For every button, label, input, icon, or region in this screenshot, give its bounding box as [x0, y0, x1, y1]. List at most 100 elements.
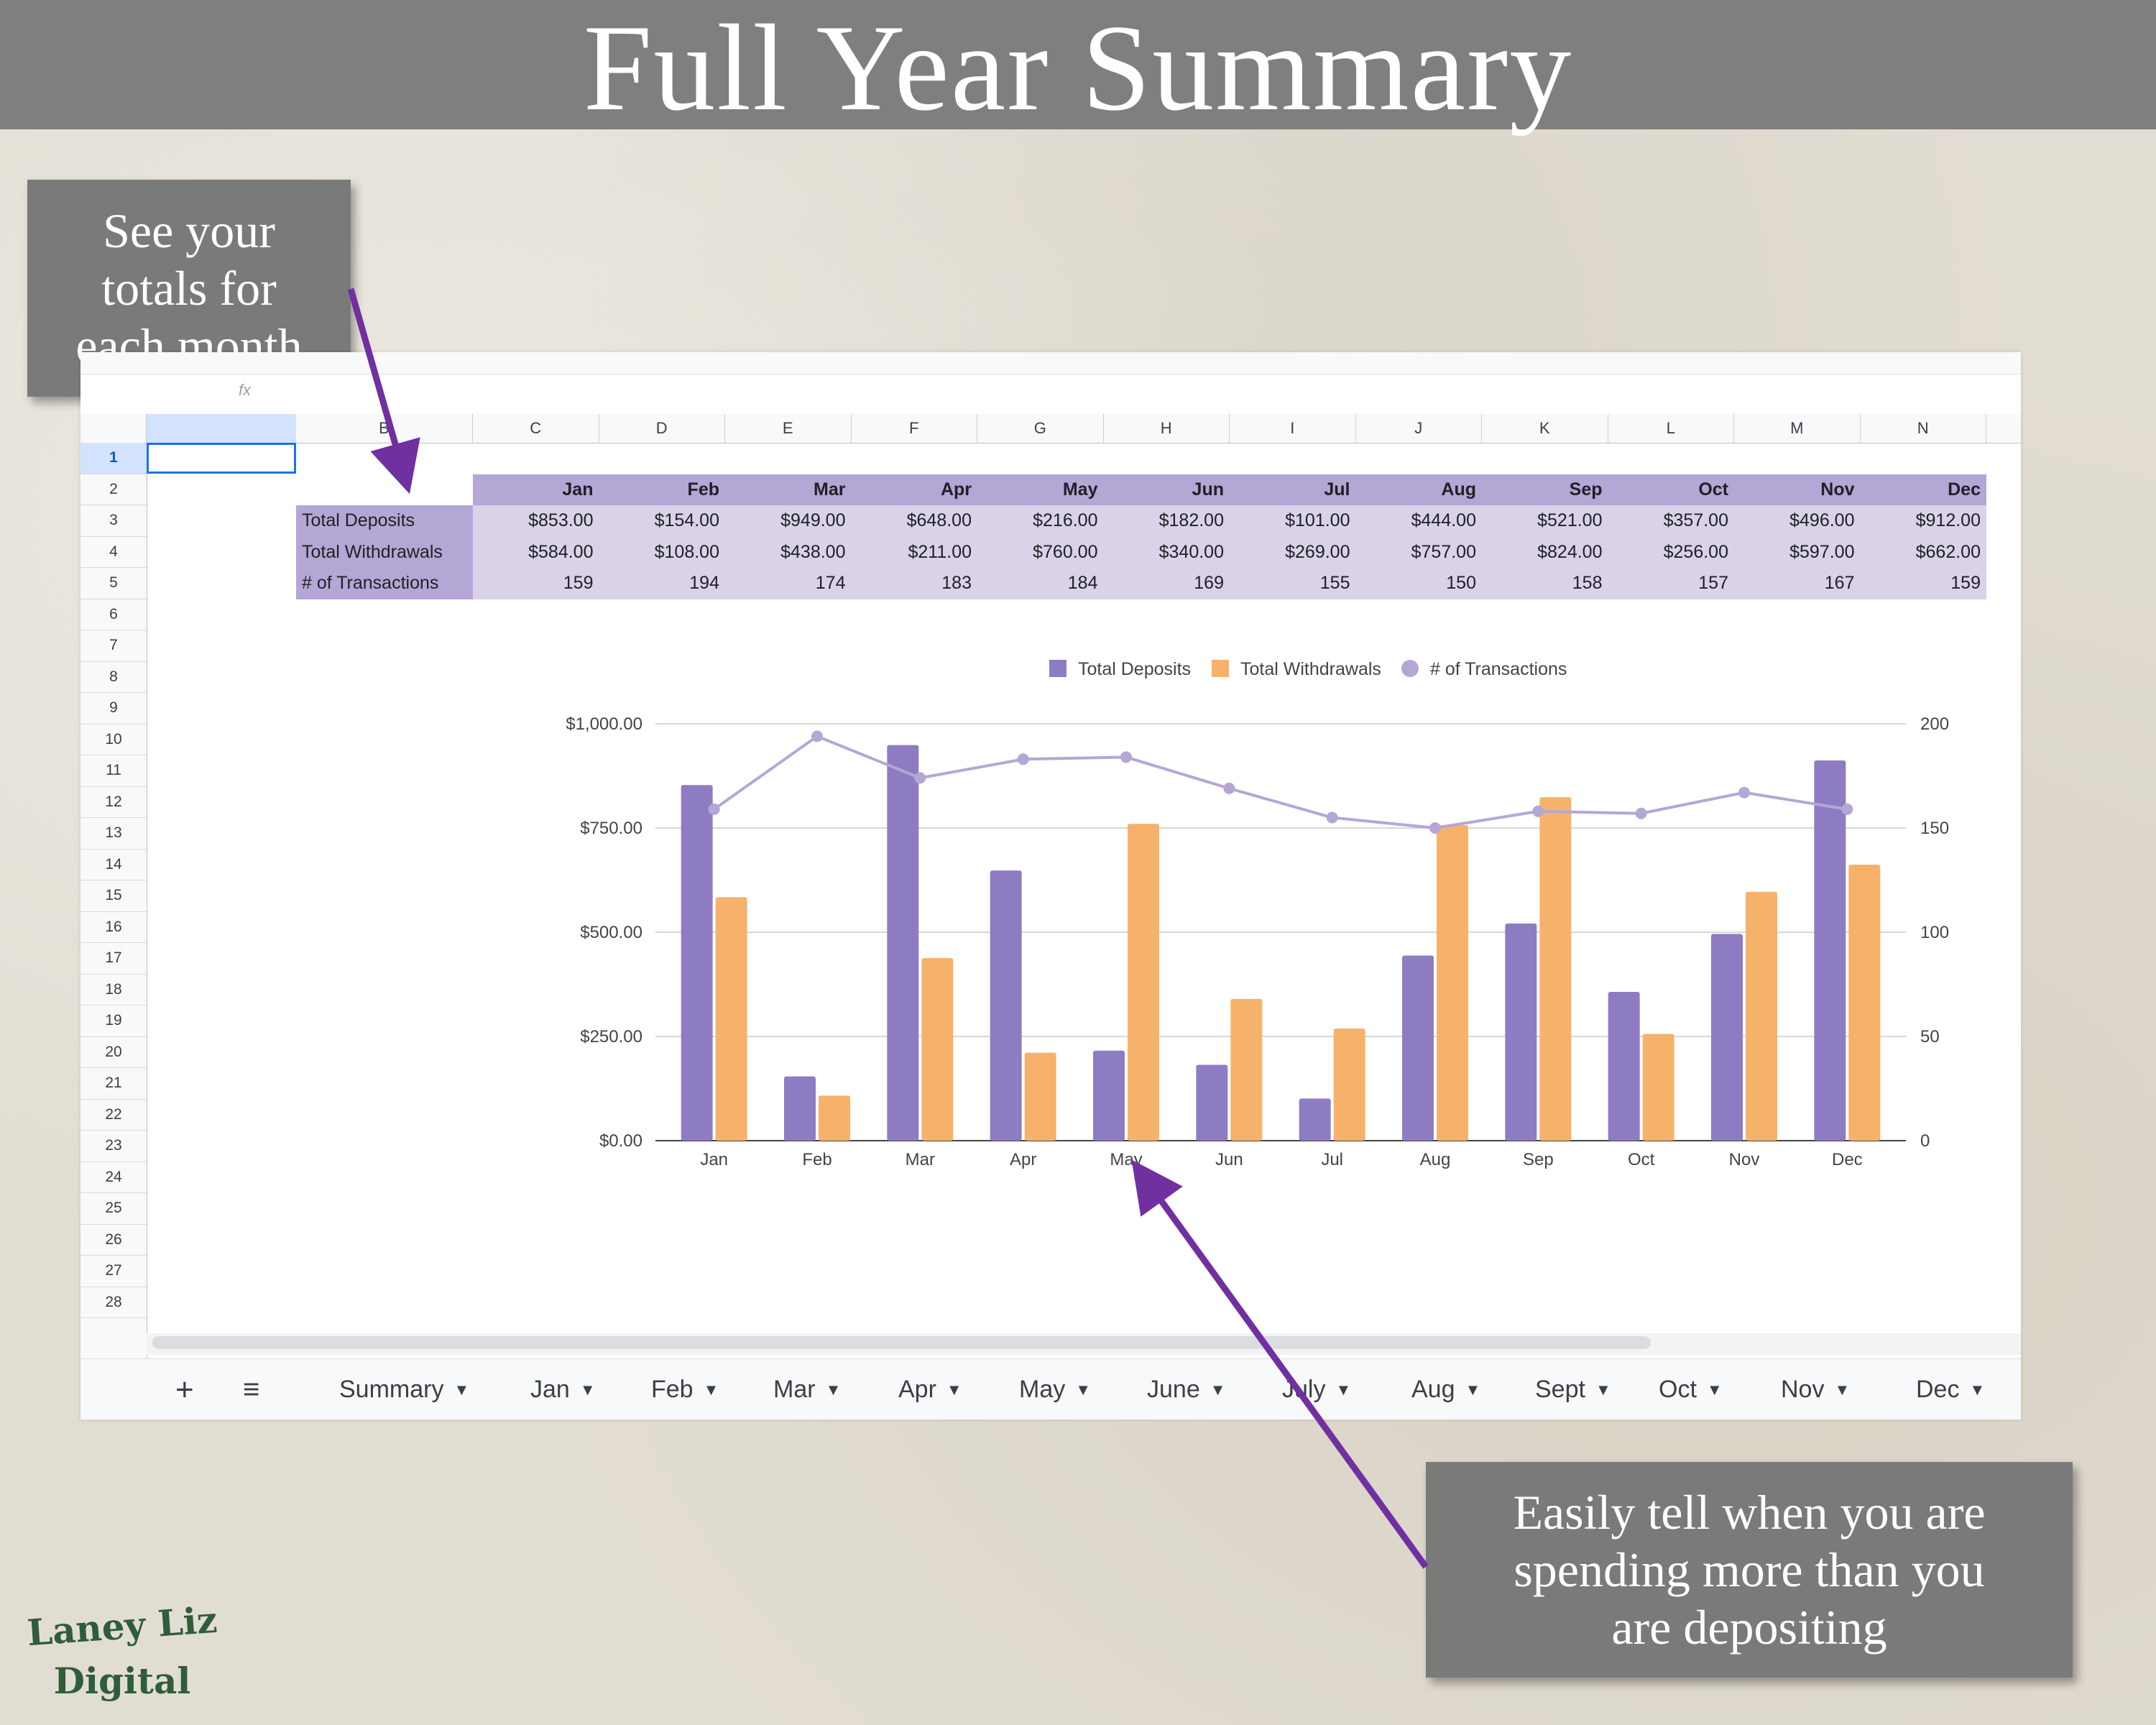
column-header-d[interactable]: D — [599, 414, 725, 443]
caret-down-icon[interactable]: ▼ — [703, 1380, 719, 1399]
row-header-23[interactable]: 23 — [80, 1131, 147, 1162]
table-cell[interactable]: $757.00 — [1355, 536, 1482, 568]
row-header-12[interactable]: 12 — [80, 787, 147, 818]
column-header-h[interactable]: H — [1104, 414, 1230, 443]
table-cell[interactable]: 184 — [977, 568, 1104, 599]
caret-down-icon[interactable]: ▼ — [453, 1380, 470, 1399]
caret-down-icon[interactable]: ▼ — [1969, 1380, 1986, 1399]
hamburger-icon[interactable]: ≡ — [243, 1374, 260, 1405]
column-header-g[interactable]: G — [977, 414, 1104, 443]
caret-down-icon[interactable]: ▼ — [1335, 1380, 1352, 1399]
table-cell[interactable]: $949.00 — [725, 505, 852, 537]
table-row-label[interactable]: # of Transactions — [296, 568, 473, 599]
sheet-tab-aug[interactable]: Aug ▼ — [1411, 1359, 1480, 1420]
table-month-header[interactable]: Oct — [1608, 474, 1734, 505]
table-cell[interactable]: $211.00 — [851, 536, 977, 568]
sheet-tab-feb[interactable]: Feb ▼ — [651, 1359, 719, 1420]
table-month-header[interactable]: Aug — [1355, 474, 1482, 505]
table-cell[interactable]: 194 — [599, 568, 725, 599]
table-cell[interactable]: 169 — [1103, 568, 1230, 599]
sheet-tab-mar[interactable]: Mar ▼ — [773, 1359, 841, 1420]
table-cell[interactable]: $216.00 — [977, 505, 1104, 537]
row-header-19[interactable]: 19 — [80, 1006, 147, 1037]
row-header-14[interactable]: 14 — [80, 850, 147, 880]
caret-down-icon[interactable]: ▼ — [1706, 1380, 1723, 1399]
column-header-j[interactable]: J — [1356, 414, 1482, 443]
table-month-header[interactable]: Mar — [725, 474, 852, 505]
table-cell[interactable]: 155 — [1230, 568, 1356, 599]
table-cell[interactable]: 183 — [851, 568, 977, 599]
table-cell[interactable]: 158 — [1482, 568, 1608, 599]
caret-down-icon[interactable]: ▼ — [1834, 1380, 1851, 1399]
table-month-header[interactable]: Feb — [599, 474, 725, 505]
table-month-header[interactable]: Sep — [1482, 474, 1608, 505]
table-cell[interactable]: $438.00 — [725, 536, 852, 568]
row-header-4[interactable]: 4 — [80, 537, 147, 568]
table-month-header[interactable]: Nov — [1734, 474, 1861, 505]
table-cell[interactable]: $108.00 — [599, 536, 725, 568]
row-header-9[interactable]: 9 — [80, 693, 147, 724]
table-cell[interactable]: $648.00 — [851, 505, 977, 537]
column-header-b[interactable]: B — [296, 414, 473, 443]
column-header-n[interactable]: N — [1861, 414, 1986, 443]
table-cell[interactable]: $444.00 — [1355, 505, 1482, 537]
caret-down-icon[interactable]: ▼ — [946, 1380, 962, 1399]
row-header-21[interactable]: 21 — [80, 1068, 147, 1100]
table-row-label[interactable]: Total Withdrawals — [296, 536, 473, 568]
table-month-header[interactable]: Apr — [851, 474, 977, 505]
row-header-24[interactable]: 24 — [80, 1162, 147, 1193]
sheet-tab-may[interactable]: May ▼ — [1019, 1359, 1091, 1420]
plus-icon[interactable]: + — [175, 1371, 194, 1407]
row-header-6[interactable]: 6 — [80, 599, 147, 630]
row-header-2[interactable]: 2 — [80, 474, 147, 505]
caret-down-icon[interactable]: ▼ — [579, 1380, 596, 1399]
scrollbar-thumb[interactable] — [152, 1336, 1651, 1349]
caret-down-icon[interactable]: ▼ — [1075, 1380, 1092, 1399]
column-header-c[interactable]: C — [473, 414, 599, 443]
row-header-13[interactable]: 13 — [80, 818, 147, 850]
table-cell[interactable]: $182.00 — [1103, 505, 1230, 537]
table-cell[interactable]: $824.00 — [1482, 536, 1608, 568]
column-header-m[interactable]: M — [1734, 414, 1861, 443]
row-header-16[interactable]: 16 — [80, 912, 147, 943]
table-cell[interactable]: $597.00 — [1734, 536, 1861, 568]
row-header-27[interactable]: 27 — [80, 1256, 147, 1287]
table-cell[interactable]: $521.00 — [1482, 505, 1608, 537]
sheet-tab-sept[interactable]: Sept ▼ — [1535, 1359, 1611, 1420]
table-cell[interactable]: $256.00 — [1608, 536, 1734, 568]
column-header-l[interactable]: L — [1608, 414, 1734, 443]
caret-down-icon[interactable]: ▼ — [825, 1380, 842, 1399]
row-header-28[interactable]: 28 — [80, 1287, 147, 1318]
row-header-17[interactable]: 17 — [80, 943, 147, 975]
sheet-tab-dec[interactable]: Dec ▼ — [1916, 1359, 1985, 1420]
row-header-15[interactable]: 15 — [80, 880, 147, 912]
table-cell[interactable]: $269.00 — [1230, 536, 1356, 568]
table-cell[interactable]: $101.00 — [1230, 505, 1356, 537]
table-row-label[interactable]: Total Deposits — [296, 505, 473, 537]
row-header-11[interactable]: 11 — [80, 755, 147, 787]
sheet-tab-july[interactable]: July ▼ — [1282, 1359, 1351, 1420]
table-cell[interactable]: 159 — [1860, 568, 1986, 599]
column-header-f[interactable]: F — [852, 414, 977, 443]
row-header-22[interactable]: 22 — [80, 1100, 147, 1131]
row-header-18[interactable]: 18 — [80, 975, 147, 1006]
table-cell[interactable]: $853.00 — [473, 505, 599, 537]
column-header-k[interactable]: K — [1482, 414, 1608, 443]
row-header-25[interactable]: 25 — [80, 1193, 147, 1225]
sheet-tab-jan[interactable]: Jan ▼ — [530, 1359, 596, 1420]
sheet-tab-june[interactable]: June ▼ — [1147, 1359, 1226, 1420]
caret-down-icon[interactable]: ▼ — [1210, 1380, 1226, 1399]
table-month-header[interactable]: Jun — [1103, 474, 1230, 505]
table-cell[interactable]: $662.00 — [1860, 536, 1986, 568]
row-header-26[interactable]: 26 — [80, 1225, 147, 1256]
table-month-header[interactable]: Jan — [473, 474, 599, 505]
table-cell[interactable]: 174 — [725, 568, 852, 599]
caret-down-icon[interactable]: ▼ — [1465, 1380, 1481, 1399]
table-cell[interactable]: $496.00 — [1734, 505, 1861, 537]
table-cell[interactable]: $340.00 — [1103, 536, 1230, 568]
formula-bar[interactable] — [80, 374, 2021, 415]
column-header-e[interactable]: E — [725, 414, 852, 443]
selected-cell[interactable] — [147, 443, 296, 474]
row-header-5[interactable]: 5 — [80, 568, 147, 599]
table-month-header[interactable]: May — [977, 474, 1104, 505]
